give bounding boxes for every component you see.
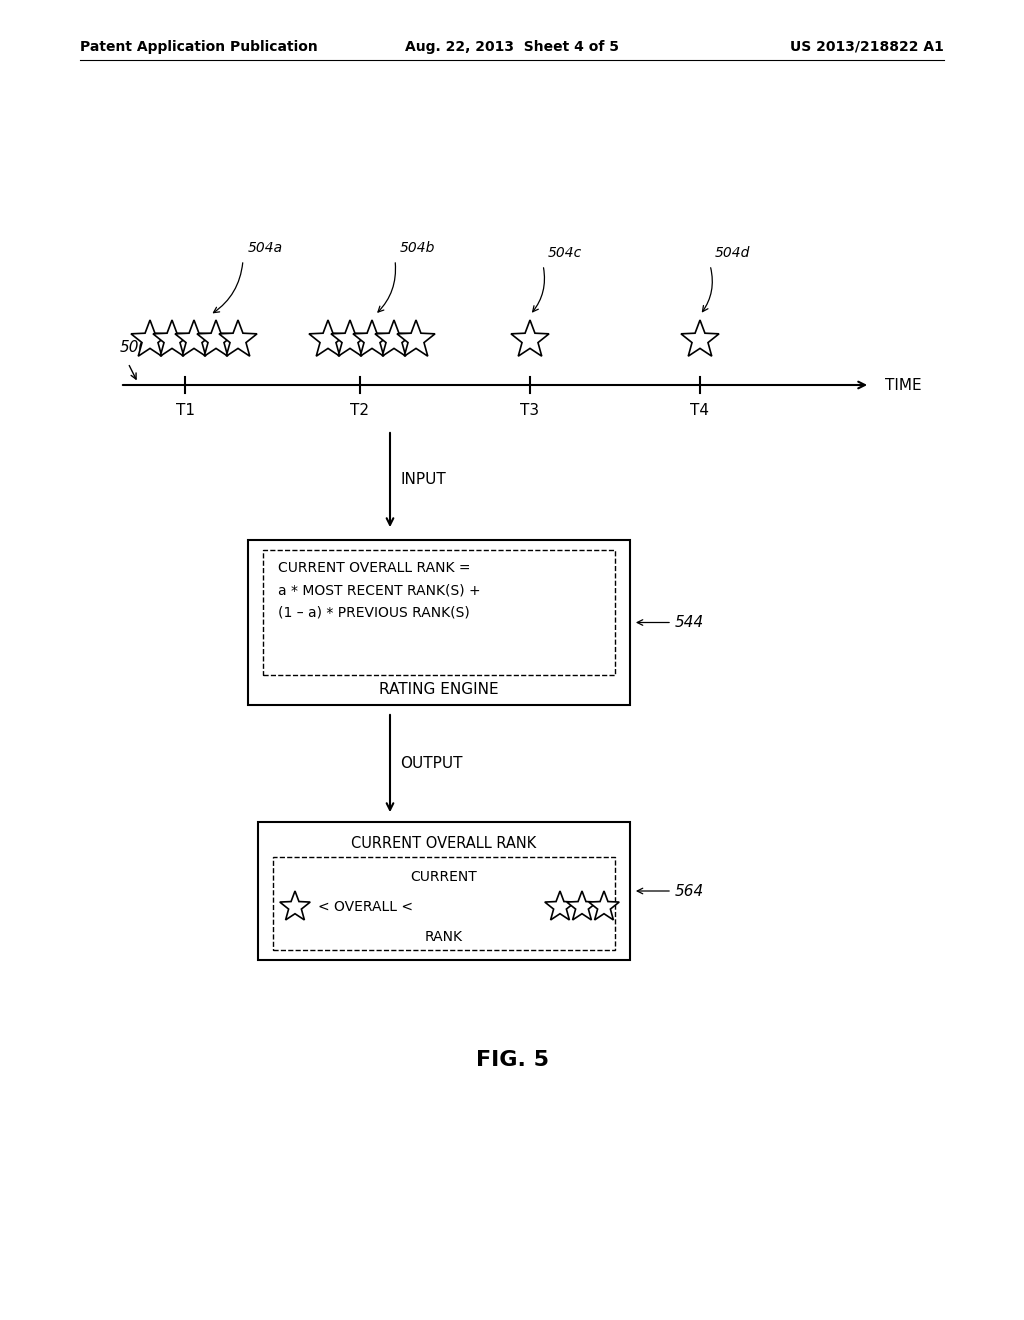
Text: RATING ENGINE: RATING ENGINE (379, 682, 499, 697)
Polygon shape (219, 319, 257, 356)
Polygon shape (131, 319, 169, 356)
Text: 504c: 504c (548, 246, 583, 260)
Text: 500: 500 (120, 341, 150, 355)
Polygon shape (353, 319, 391, 356)
Polygon shape (397, 319, 435, 356)
Text: 504b: 504b (400, 242, 435, 255)
Polygon shape (681, 319, 719, 356)
Polygon shape (309, 319, 347, 356)
Polygon shape (545, 891, 575, 920)
Text: a * MOST RECENT RANK(S) +: a * MOST RECENT RANK(S) + (278, 583, 480, 598)
Text: TIME: TIME (885, 378, 922, 392)
Text: FIG. 5: FIG. 5 (475, 1049, 549, 1071)
Polygon shape (589, 891, 620, 920)
Text: OUTPUT: OUTPUT (400, 756, 463, 771)
Text: (1 – a) * PREVIOUS RANK(S): (1 – a) * PREVIOUS RANK(S) (278, 606, 470, 619)
Text: T2: T2 (350, 403, 370, 418)
Polygon shape (511, 319, 549, 356)
Text: 544: 544 (675, 615, 705, 630)
Polygon shape (280, 891, 310, 920)
Text: 504a: 504a (248, 242, 283, 255)
Bar (258, 822, 630, 960)
Text: CURRENT OVERALL RANK =: CURRENT OVERALL RANK = (278, 561, 470, 576)
Text: 504d: 504d (715, 246, 751, 260)
Polygon shape (331, 319, 369, 356)
Polygon shape (197, 319, 236, 356)
Text: CURRENT OVERALL RANK: CURRENT OVERALL RANK (351, 837, 537, 851)
Text: T1: T1 (175, 403, 195, 418)
Bar (248, 540, 630, 705)
Text: RANK: RANK (425, 931, 463, 944)
Bar (263, 550, 615, 675)
Polygon shape (175, 319, 213, 356)
Polygon shape (566, 891, 597, 920)
Text: Patent Application Publication: Patent Application Publication (80, 40, 317, 54)
Text: 564: 564 (675, 883, 705, 899)
Text: Aug. 22, 2013  Sheet 4 of 5: Aug. 22, 2013 Sheet 4 of 5 (406, 40, 618, 54)
Text: T4: T4 (690, 403, 710, 418)
Text: INPUT: INPUT (400, 473, 445, 487)
Text: CURRENT: CURRENT (411, 870, 477, 884)
Text: US 2013/218822 A1: US 2013/218822 A1 (791, 40, 944, 54)
Polygon shape (375, 319, 413, 356)
Bar (273, 857, 615, 950)
Text: < OVERALL <: < OVERALL < (318, 900, 413, 913)
Text: T3: T3 (520, 403, 540, 418)
Polygon shape (153, 319, 191, 356)
